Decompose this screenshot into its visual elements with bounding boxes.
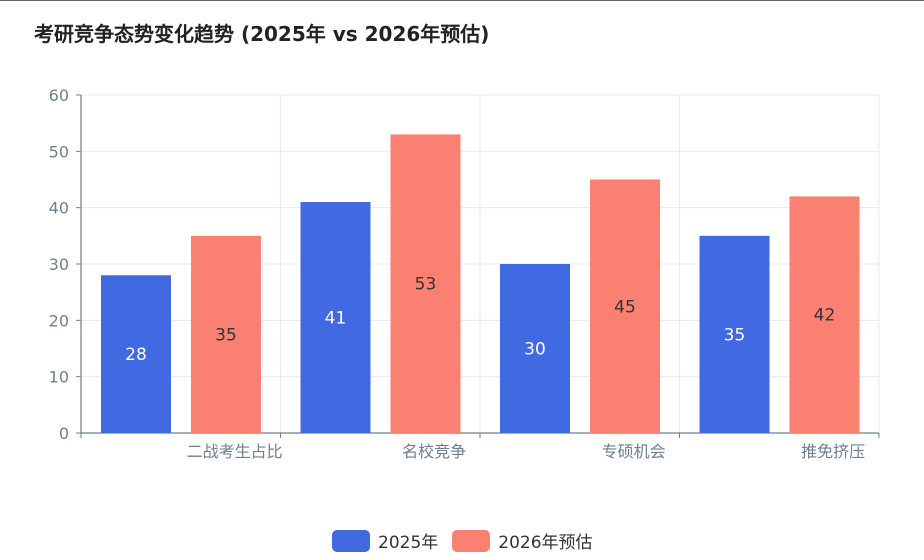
chart-title: 考研竞争态势变化趋势 (2025年 vs 2026年预估) <box>34 22 490 46</box>
bar-value-label: 41 <box>325 309 347 329</box>
bar-2026 <box>590 179 660 433</box>
legend-item-2026[interactable]: 2026年预估 <box>452 528 593 553</box>
y-tick-label: 20 <box>49 311 69 330</box>
y-tick-label: 60 <box>49 86 69 105</box>
bar-2025 <box>300 202 371 433</box>
legend-swatch-2026 <box>452 529 491 552</box>
y-tick-label: 10 <box>49 368 69 387</box>
legend-label-2025: 2025年 <box>378 533 439 553</box>
bar-value-label: 28 <box>125 345 147 365</box>
legend: 2025年 2026年预估 <box>332 528 593 553</box>
bar-value-label: 53 <box>415 275 437 295</box>
bar-2026 <box>191 235 261 433</box>
x-tick-label: 专硕机会 <box>602 442 666 461</box>
bar-value-label: 45 <box>614 297 636 317</box>
legend-label-2026: 2026年预估 <box>498 533 593 553</box>
bar-value-label: 30 <box>524 340 546 360</box>
bar-value-label: 35 <box>215 325 237 345</box>
bar-2025 <box>699 235 770 433</box>
top-border <box>0 0 924 1</box>
legend-swatch-2025 <box>332 529 370 552</box>
bar-2025 <box>500 264 570 433</box>
bar-2026 <box>390 134 461 433</box>
y-tick-label: 40 <box>49 199 69 218</box>
y-tick-label: 0 <box>59 424 69 443</box>
y-tick-label: 30 <box>49 255 69 274</box>
bar-value-label: 42 <box>814 306 836 326</box>
bar-2026 <box>789 196 860 433</box>
bar-2025 <box>101 275 171 433</box>
y-tick-label: 50 <box>49 142 69 161</box>
bar-value-label: 35 <box>724 325 746 345</box>
x-tick-label: 名校竞争 <box>402 442 466 461</box>
bar-chart: 0 10 20 30 40 50 60 28 35 二战考生占比 41 53 名校竞争 30 45 专硕机会 3… <box>49 86 880 461</box>
legend-item-2025[interactable]: 2025年 <box>332 528 438 553</box>
x-tick-label: 二战考生占比 <box>187 442 283 461</box>
x-tick-label: 推免挤压 <box>801 442 865 461</box>
